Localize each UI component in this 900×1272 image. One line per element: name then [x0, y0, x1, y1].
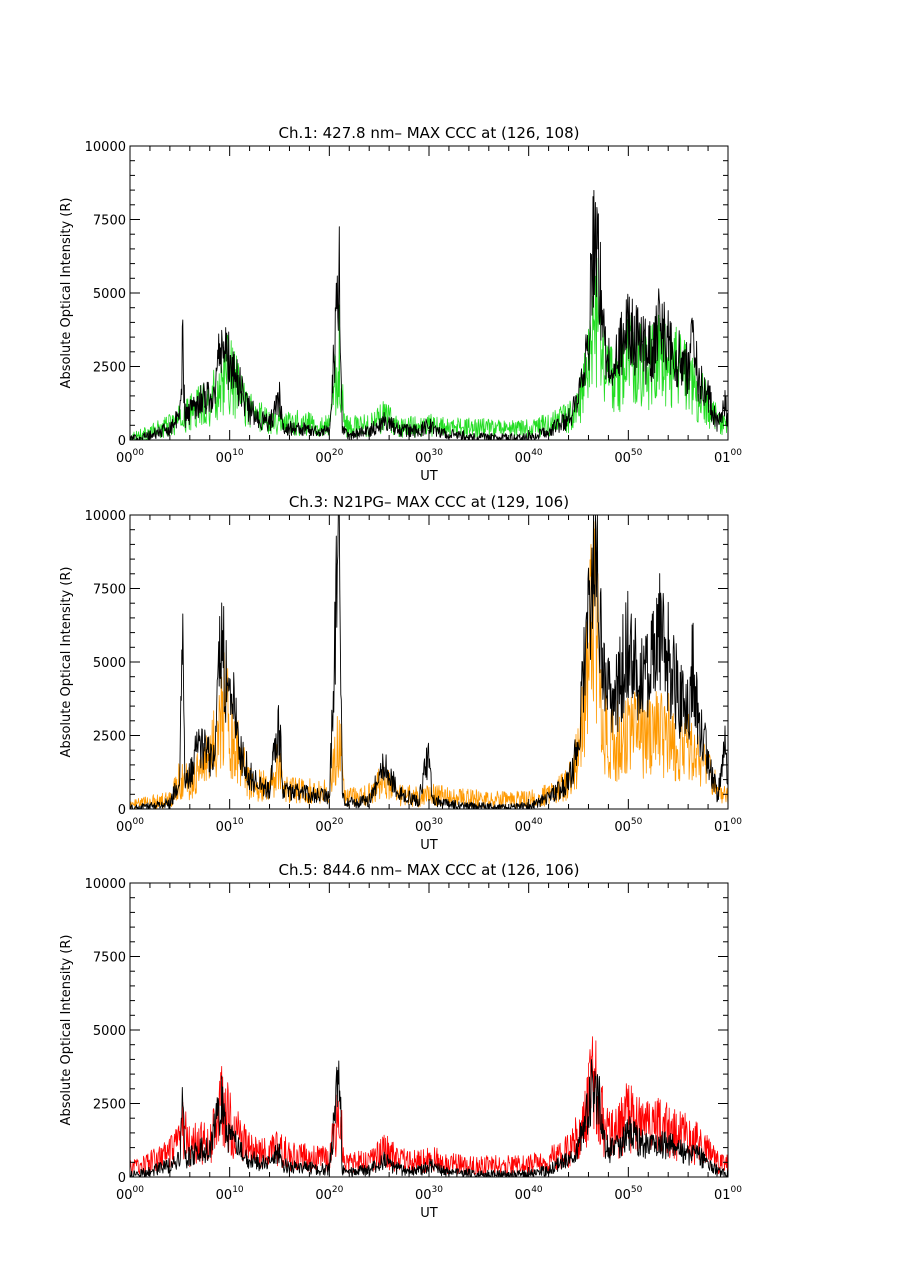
x-tick-label-sup: 40 — [531, 817, 543, 827]
x-tick-label-base: 00 — [315, 820, 332, 835]
x-tick-label-base: 01 — [714, 820, 731, 835]
x-tick-label-sup: 00 — [133, 817, 145, 827]
y-tick-label: 10000 — [85, 140, 126, 155]
x-tick-label: 0100 — [714, 1185, 742, 1203]
x-tick-label-sup: 40 — [531, 1185, 543, 1195]
y-tick-label: 2500 — [93, 730, 126, 745]
y-tick-label: 7500 — [93, 214, 126, 229]
y-tick-label: 2500 — [93, 361, 126, 376]
x-tick-label-sup: 40 — [531, 448, 543, 458]
chart-title: Ch.1: 427.8 nm– MAX CCC at (126, 108) — [279, 124, 580, 142]
x-tick-label: 0000 — [116, 448, 144, 466]
series-trace-1 — [129, 521, 729, 810]
x-tick-label-sup: 20 — [332, 1185, 344, 1195]
x-tick-label-base: 00 — [515, 820, 532, 835]
x-tick-label-base: 01 — [714, 1188, 731, 1203]
x-tick-label-base: 00 — [415, 1188, 432, 1203]
x-tick-label: 0040 — [515, 1185, 543, 1203]
x-tick-label-sup: 50 — [631, 448, 643, 458]
x-tick-label-base: 00 — [216, 1188, 233, 1203]
y-tick-label: 5000 — [93, 287, 126, 302]
x-tick-label-base: 00 — [315, 451, 332, 466]
y-tick-label: 0 — [118, 1171, 126, 1186]
x-tick-label: 0040 — [515, 448, 543, 466]
x-tick-label: 0020 — [315, 1185, 343, 1203]
x-tick-label-sup: 50 — [631, 817, 643, 827]
x-tick-label-sup: 10 — [232, 817, 244, 827]
x-tick-label-base: 00 — [216, 451, 233, 466]
x-tick-label: 0010 — [216, 1185, 244, 1203]
x-tick-label-sup: 00 — [731, 448, 743, 458]
x-tick-label-base: 00 — [614, 1188, 631, 1203]
x-tick-label: 0030 — [415, 1185, 443, 1203]
x-tick-label-sup: 10 — [232, 1185, 244, 1195]
x-tick-label-sup: 30 — [432, 448, 444, 458]
x-tick-label-sup: 00 — [133, 448, 145, 458]
x-tick-label-sup: 10 — [232, 448, 244, 458]
y-tick-label: 5000 — [93, 1024, 126, 1039]
series-trace-1 — [129, 257, 729, 441]
x-tick-label: 0100 — [714, 817, 742, 835]
x-tick-label: 0050 — [614, 817, 642, 835]
x-tick-label: 0020 — [315, 448, 343, 466]
y-tick-label: 2500 — [93, 1098, 126, 1113]
x-tick-label-base: 00 — [216, 820, 233, 835]
y-axis-label: Absolute Optical Intensity (R) — [59, 198, 74, 389]
x-tick-label: 0010 — [216, 817, 244, 835]
y-axis-label: Absolute Optical Intensity (R) — [59, 935, 74, 1126]
x-tick-label-base: 00 — [315, 1188, 332, 1203]
series-trace-2 — [129, 189, 729, 441]
y-tick-label: 7500 — [93, 583, 126, 598]
x-axis-label: UT — [420, 838, 438, 853]
x-tick-label: 0010 — [216, 448, 244, 466]
x-tick-label-base: 01 — [714, 451, 731, 466]
x-tick-label: 0050 — [614, 1185, 642, 1203]
x-tick-label-base: 00 — [116, 820, 133, 835]
y-tick-label: 0 — [118, 803, 126, 818]
x-tick-label-base: 00 — [116, 1188, 133, 1203]
x-tick-label-base: 00 — [415, 451, 432, 466]
x-tick-label: 0030 — [415, 448, 443, 466]
x-tick-label-sup: 20 — [332, 817, 344, 827]
x-tick-label-sup: 30 — [432, 817, 444, 827]
x-tick-label-sup: 50 — [631, 1185, 643, 1195]
x-tick-label-sup: 00 — [133, 1185, 145, 1195]
x-axis-label: UT — [420, 1206, 438, 1221]
y-axis-label: Absolute Optical Intensity (R) — [59, 567, 74, 758]
x-tick-label: 0050 — [614, 448, 642, 466]
x-tick-label-base: 00 — [614, 451, 631, 466]
x-tick-label-base: 00 — [515, 1188, 532, 1203]
x-tick-label-base: 00 — [515, 451, 532, 466]
x-tick-label: 0000 — [116, 817, 144, 835]
x-tick-label: 0030 — [415, 817, 443, 835]
y-tick-label: 0 — [118, 434, 126, 449]
x-tick-label: 0040 — [515, 817, 543, 835]
x-tick-label: 0100 — [714, 448, 742, 466]
series-trace-1 — [129, 1036, 729, 1176]
x-tick-label-sup: 00 — [731, 817, 743, 827]
y-tick-label: 5000 — [93, 656, 126, 671]
x-tick-label-base: 00 — [415, 820, 432, 835]
x-tick-label-base: 00 — [614, 820, 631, 835]
x-tick-label-sup: 30 — [432, 1185, 444, 1195]
chart-title: Ch.3: N21PG– MAX CCC at (129, 106) — [289, 493, 569, 511]
series-trace-2 — [129, 514, 729, 810]
y-tick-label: 10000 — [85, 877, 126, 892]
x-tick-label-sup: 00 — [731, 1185, 743, 1195]
x-tick-label-base: 00 — [116, 451, 133, 466]
y-tick-label: 7500 — [93, 951, 126, 966]
x-tick-label-sup: 20 — [332, 448, 344, 458]
x-axis-label: UT — [420, 469, 438, 484]
y-tick-label: 10000 — [85, 509, 126, 524]
x-tick-label: 0020 — [315, 817, 343, 835]
x-tick-label: 0000 — [116, 1185, 144, 1203]
chart-title: Ch.5: 844.6 nm– MAX CCC at (126, 106) — [279, 861, 580, 879]
